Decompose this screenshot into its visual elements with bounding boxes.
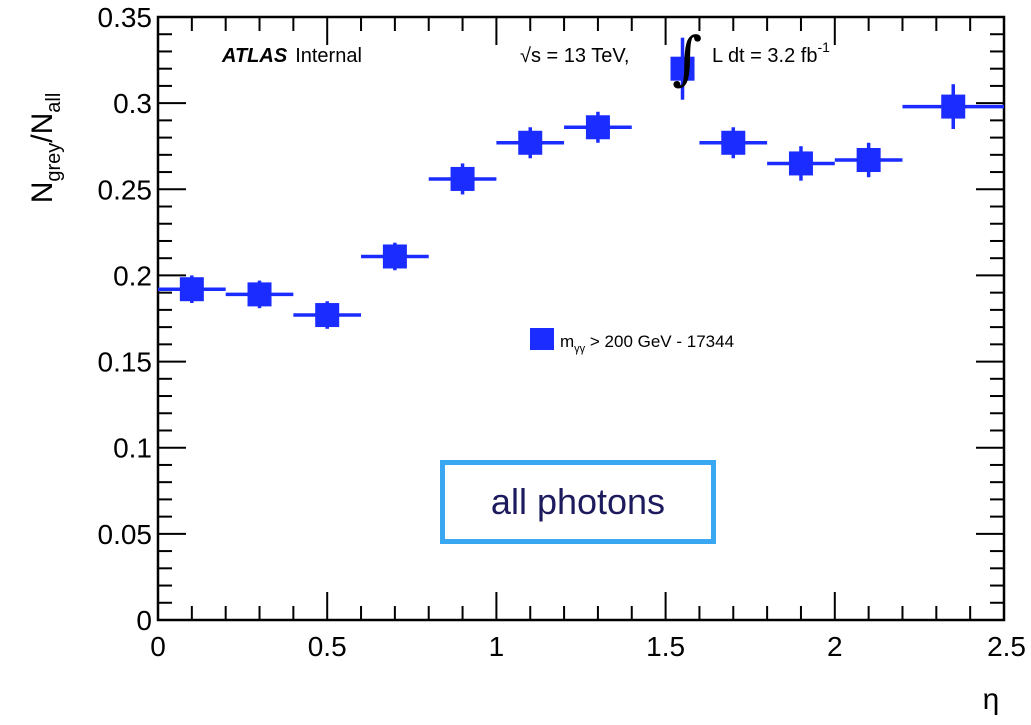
x-tick-label: 2.5: [987, 631, 1026, 662]
marker: [247, 282, 272, 307]
y-tick-label: 0.1: [113, 433, 152, 464]
data-point: [428, 163, 497, 195]
marker: [450, 166, 475, 191]
marker: [315, 303, 340, 328]
data-point: [699, 127, 768, 159]
marker: [179, 277, 204, 302]
callout-text: all photons: [490, 481, 666, 522]
luminosity-label: L dt = 3.2 fb-1: [712, 39, 830, 67]
marker: [721, 130, 746, 155]
data-point: [767, 146, 835, 181]
data-point: [496, 127, 565, 159]
legend: mγγ > 200 GeV - 17344: [530, 328, 734, 355]
data-point: [361, 242, 429, 271]
data-point: [564, 111, 632, 143]
data-point: [225, 280, 294, 309]
x-tick-label: 2: [827, 631, 843, 662]
marker: [856, 147, 881, 172]
x-tick-label: 1: [489, 631, 505, 662]
atlas-label: ATLAS Internal: [221, 45, 362, 67]
x-tick-label: 0: [150, 631, 166, 662]
data-point: [670, 37, 695, 100]
x-axis: 0 0.5 1 1.5 2 2.5: [150, 17, 1026, 662]
y-tick-label: 0: [136, 605, 152, 636]
y-tick-label: 0.35: [98, 2, 153, 33]
plot-frame: [156, 15, 1006, 622]
callout-box: all photons: [440, 460, 716, 544]
y-tick-label: 0.2: [113, 260, 152, 291]
marker: [585, 115, 610, 140]
marker: [941, 94, 966, 119]
data-series: [158, 37, 1004, 329]
y-axis-title: Ngrey/Nall: [26, 93, 65, 204]
x-tick-label: 0.5: [308, 631, 347, 662]
legend-label: mγγ > 200 GeV - 17344: [560, 332, 734, 355]
energy-label: √s = 13 TeV,: [520, 45, 629, 67]
data-point: [902, 84, 1004, 129]
marker: [788, 151, 813, 176]
data-point: [158, 275, 226, 303]
y-axis: 0 0.05 0.1 0.15 0.2 0.25 0.3 0.35: [98, 2, 1004, 636]
data-point: [293, 301, 362, 329]
x-tick-label: 1.5: [646, 631, 685, 662]
x-axis-title: η: [983, 683, 1000, 716]
integral-symbol: ∫: [672, 24, 702, 92]
marker: [518, 130, 543, 155]
legend-marker: [530, 328, 554, 350]
y-tick-label: 0.3: [113, 88, 152, 119]
marker: [670, 56, 695, 81]
y-tick-label: 0.15: [98, 347, 153, 378]
data-point: [834, 142, 903, 178]
marker: [382, 244, 407, 269]
y-tick-label: 0.25: [98, 174, 153, 205]
y-tick-label: 0.05: [98, 519, 153, 550]
